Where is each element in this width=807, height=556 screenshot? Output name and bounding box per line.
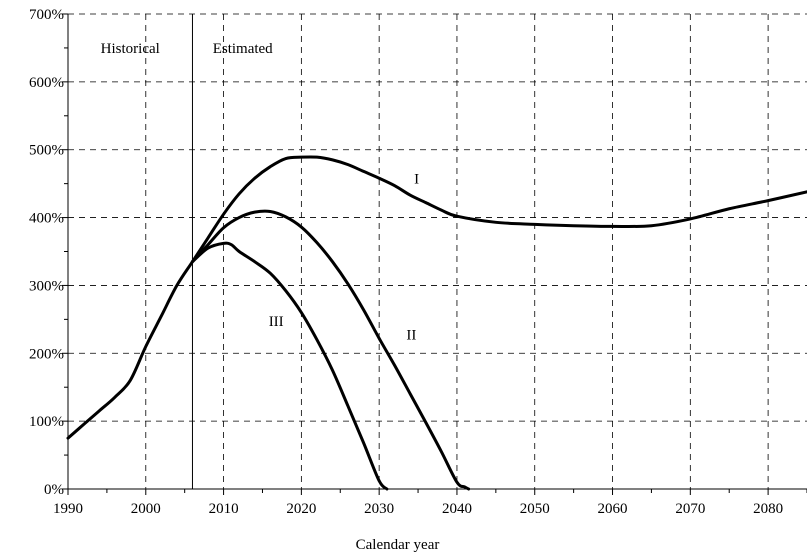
x-tick-label: 2030 xyxy=(364,501,394,517)
gridlines xyxy=(68,13,807,489)
series-label-I: I xyxy=(414,172,419,188)
x-tick-label: 2000 xyxy=(131,501,161,517)
y-tick-label: 100% xyxy=(29,414,64,430)
annotation-historical: Historical xyxy=(101,41,160,57)
series-label-III: III xyxy=(269,314,284,330)
x-tick-label: 1990 xyxy=(53,501,83,517)
series-line-III xyxy=(190,241,389,491)
series-line-II xyxy=(190,209,471,491)
annotation-estimated: Estimated xyxy=(213,41,273,57)
series-lines xyxy=(66,155,807,491)
x-tick-label: 2080 xyxy=(753,501,783,517)
x-tick-label: 2060 xyxy=(598,501,628,517)
annotations: Historical Estimated xyxy=(101,41,274,57)
y-tick-label: 300% xyxy=(29,278,64,294)
y-tick-label: 600% xyxy=(29,75,64,91)
y-tick-label: 700% xyxy=(29,7,64,23)
x-tick-label: 2010 xyxy=(209,501,239,517)
series-label-II: II xyxy=(406,328,416,344)
x-tick-label: 2040 xyxy=(442,501,472,517)
x-axis-title: Calendar year xyxy=(356,537,440,553)
y-tick-label: 400% xyxy=(29,211,64,227)
y-tick-label: 0% xyxy=(44,482,64,498)
x-tick-label: 2020 xyxy=(286,501,316,517)
x-tick-label: 2070 xyxy=(675,501,705,517)
y-tick-label: 500% xyxy=(29,143,64,159)
series-line-I xyxy=(66,155,807,440)
y-tick-label: 200% xyxy=(29,346,64,362)
tick-labels: 0% 100% 200% 300% 400% 500% 600% 700% 1990 2000 20… xyxy=(29,7,783,517)
axes xyxy=(62,13,807,495)
x-tick-label: 2050 xyxy=(520,501,550,517)
